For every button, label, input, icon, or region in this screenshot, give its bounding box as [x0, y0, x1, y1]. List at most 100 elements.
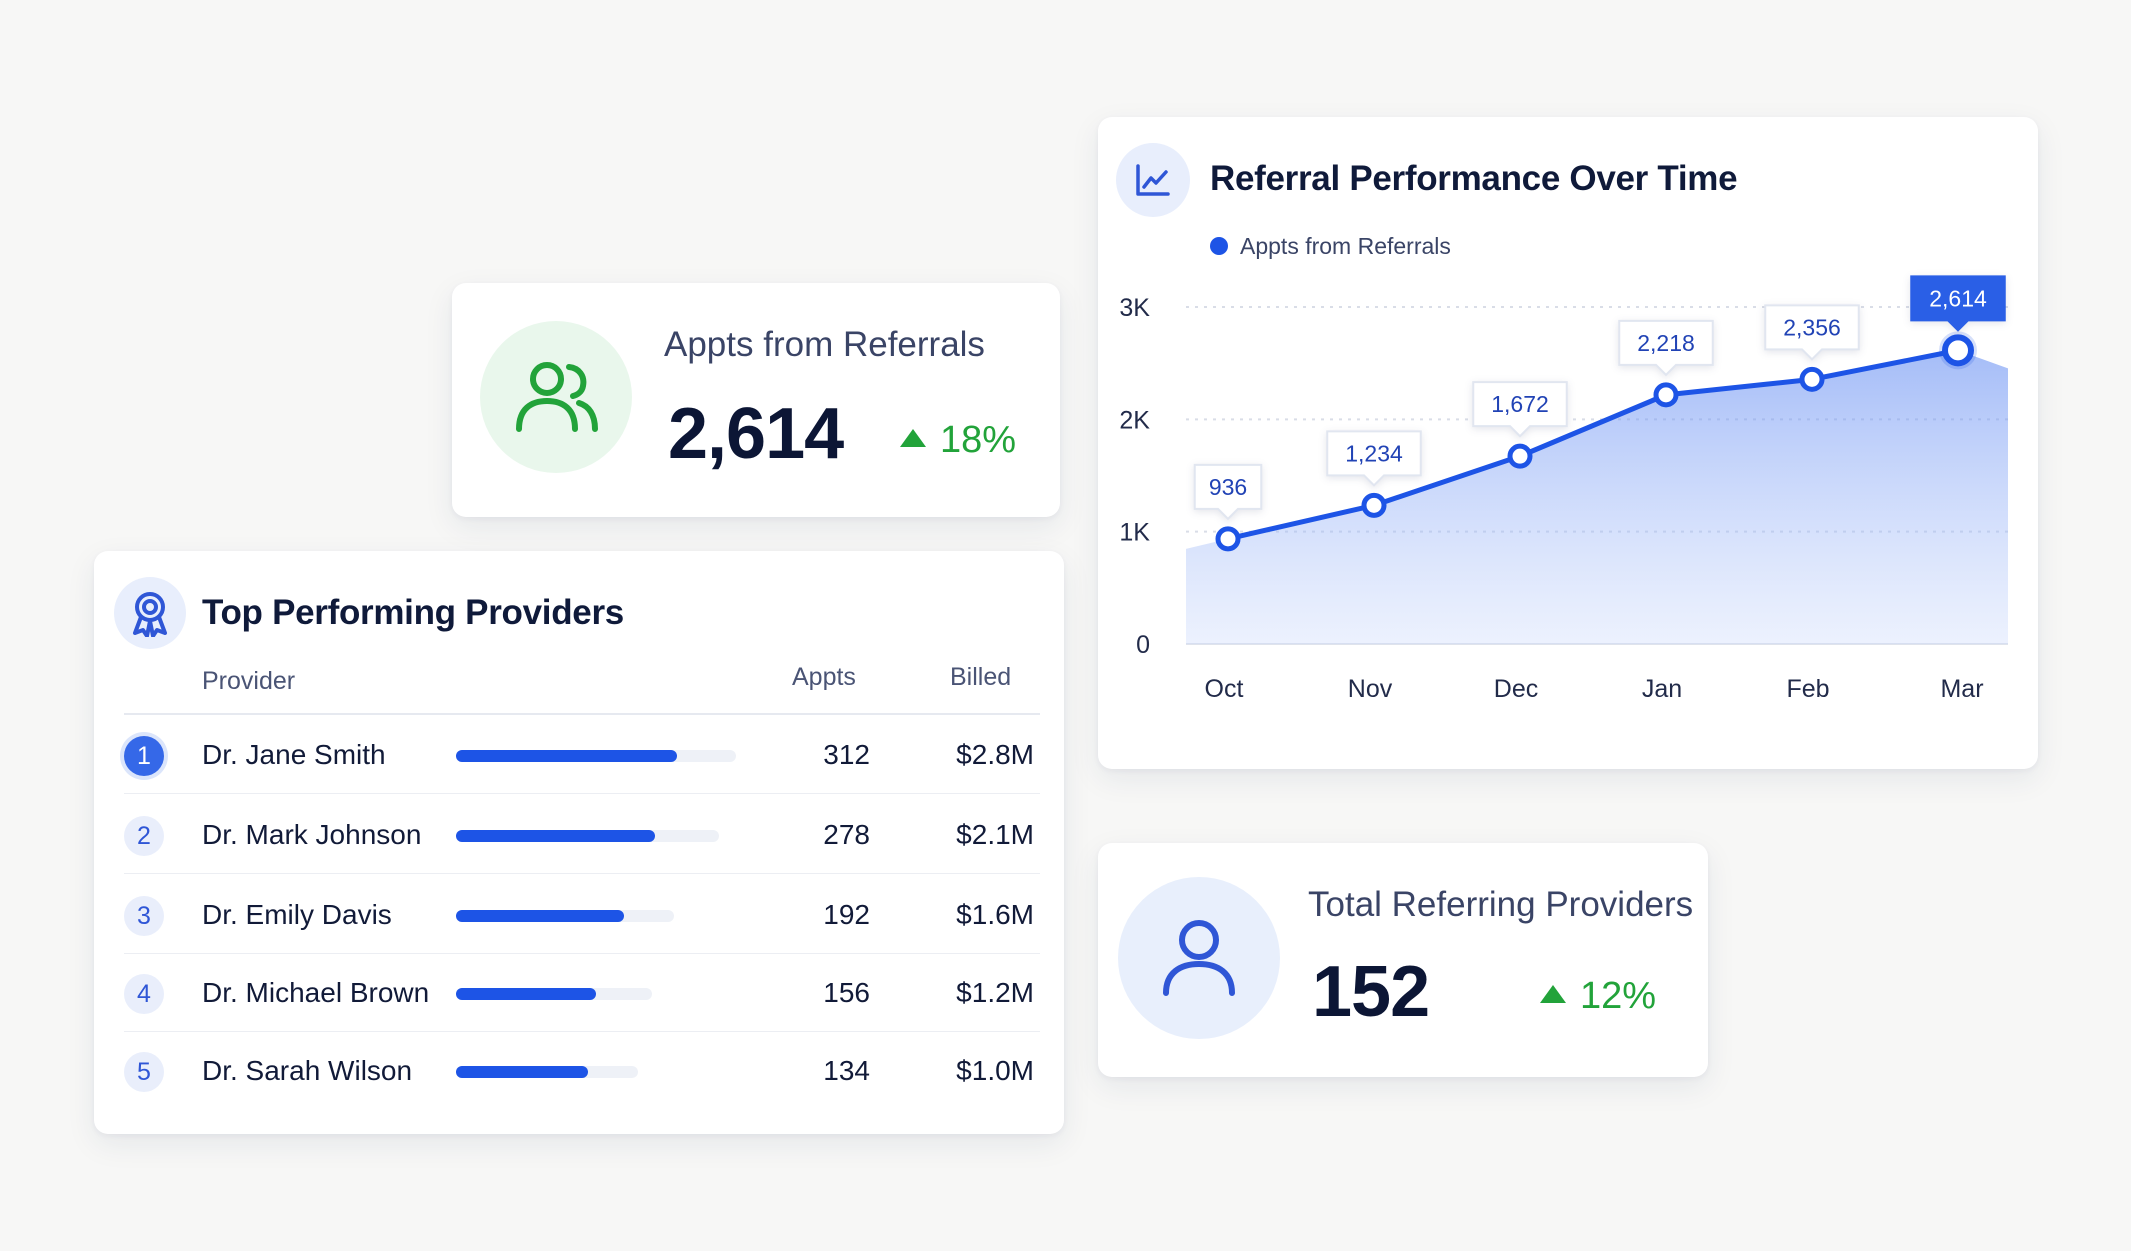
- x-tick-label: Jan: [1642, 675, 1682, 703]
- user-icon-circle: [1118, 877, 1280, 1039]
- users-icon-circle: [480, 321, 632, 473]
- row-divider: [124, 873, 1040, 874]
- provider-name: Dr. Jane Smith: [202, 739, 386, 770]
- header-divider: [124, 713, 1040, 715]
- users-icon: [516, 362, 598, 432]
- row-divider: [124, 1031, 1040, 1032]
- billed-value: $2.1M: [956, 819, 1034, 850]
- column-header-billed[interactable]: Billed: [950, 663, 1012, 691]
- table-row[interactable]: 2 Dr. Mark Johnson 278 $2.1M: [94, 796, 1064, 874]
- area-fill: [1186, 350, 2008, 644]
- line-chart: 0 1K 2K 3K 936 1,234 1,672 2,218 2,356 2,614 Oct…: [1119, 275, 2008, 703]
- data-label: 1,234: [1326, 430, 1422, 487]
- data-label-text: 1,234: [1345, 440, 1403, 466]
- data-label-text: 1,672: [1491, 391, 1549, 417]
- chart-legend[interactable]: Appts from Referrals: [1210, 233, 1451, 260]
- data-label-box: [1193, 463, 1263, 521]
- data-label-text: 2,218: [1637, 330, 1695, 356]
- x-tick-label: Nov: [1348, 675, 1393, 703]
- progress-bar: [456, 910, 624, 922]
- referral-performance-chart-card: 0 1K 2K 3K 936 1,234 1,672 2,218 2,356 2,614 Oct…: [1098, 117, 2038, 769]
- data-label-text: 936: [1209, 474, 1247, 500]
- kpi-label: Appts from Referrals: [664, 325, 985, 364]
- data-label: 2,218: [1618, 319, 1714, 377]
- progress-bar: [456, 988, 596, 1000]
- data-point: [1507, 443, 1533, 469]
- y-tick-label: 0: [1136, 631, 1150, 659]
- chart-icon-circle: [1116, 143, 1190, 217]
- kpi-change: 12%: [1540, 975, 1656, 1018]
- y-tick-label: 1K: [1119, 519, 1150, 547]
- trend-up-icon: [900, 428, 926, 447]
- user-icon: [1163, 920, 1235, 996]
- data-label: 1,672: [1472, 381, 1568, 438]
- kpi-value: 152: [1312, 952, 1430, 1032]
- progress-bar: [456, 830, 655, 842]
- appts-value: 192: [823, 899, 870, 930]
- provider-name: Dr. Sarah Wilson: [202, 1055, 413, 1086]
- data-label-box: [1472, 381, 1568, 438]
- provider-name: Dr. Michael Brown: [202, 977, 430, 1008]
- data-label: 936: [1193, 463, 1263, 521]
- trend-up-icon: [1540, 984, 1566, 1003]
- data-point: [1361, 492, 1387, 518]
- billed-value: $1.6M: [956, 899, 1034, 930]
- top-providers-card: Top Performing Providers Provider Appts …: [94, 551, 1064, 1134]
- progress-track: [456, 988, 652, 1000]
- data-label-box: [1910, 275, 2006, 332]
- award-icon-circle: [114, 577, 186, 649]
- data-point: [1799, 366, 1825, 392]
- y-tick-label: 2K: [1119, 406, 1150, 434]
- billed-value: $1.0M: [956, 1055, 1034, 1086]
- column-header-appts[interactable]: Appts: [792, 663, 856, 691]
- data-point: [1215, 526, 1241, 552]
- legend-dot-icon: [1210, 236, 1228, 255]
- data-point: [1942, 334, 1974, 367]
- kpi-value: 2,614: [668, 394, 844, 474]
- progress-track: [456, 910, 675, 922]
- kpi-label: Total Referring Providers: [1308, 885, 1694, 924]
- rank-badge: 3: [124, 896, 164, 936]
- card-title: Referral Performance Over Time: [1210, 159, 1738, 198]
- card-title: Top Performing Providers: [202, 593, 624, 632]
- table-row[interactable]: 5 Dr. Sarah Wilson 134 $1.0M: [94, 1032, 1064, 1110]
- kpi-change-value: 12%: [1580, 975, 1657, 1017]
- progress-track: [456, 1066, 638, 1078]
- table-row[interactable]: 3 Dr. Emily Davis 192 $1.6M: [94, 876, 1064, 954]
- appts-value: 156: [823, 977, 870, 1008]
- data-point: [1653, 382, 1679, 408]
- data-label-box: [1618, 319, 1714, 377]
- provider-name: Dr. Emily Davis: [202, 899, 392, 930]
- progress-track: [456, 830, 720, 842]
- data-label-box: [1764, 304, 1860, 361]
- appts-value: 312: [823, 739, 870, 770]
- billed-value: $1.2M: [956, 977, 1034, 1008]
- progress-bar: [456, 1066, 588, 1078]
- appts-value: 134: [823, 1055, 870, 1086]
- table-row[interactable]: 4 Dr. Michael Brown 156 $1.2M: [94, 954, 1064, 1032]
- billed-value: $2.8M: [956, 739, 1034, 770]
- kpi-change: 18%: [900, 419, 1016, 462]
- rank-badge: 1: [124, 736, 164, 776]
- line-chart-icon: [1136, 164, 1170, 196]
- data-label-text: 2,356: [1783, 314, 1841, 340]
- data-label-box: [1326, 430, 1422, 487]
- appts-from-referrals-card: Appts from Referrals 2,614 18%: [452, 283, 1060, 517]
- data-label: 2,356: [1764, 304, 1860, 361]
- column-header-provider[interactable]: Provider: [202, 667, 296, 695]
- progress-track: [456, 750, 736, 762]
- row-divider: [124, 953, 1040, 954]
- kpi-change-value: 18%: [940, 419, 1017, 461]
- total-referring-providers-card: Total Referring Providers 152 12%: [1098, 843, 1708, 1077]
- row-divider: [124, 793, 1040, 794]
- table-row[interactable]: 1 Dr. Jane Smith 312 $2.8M: [94, 716, 1064, 794]
- x-tick-label: Dec: [1494, 675, 1538, 703]
- legend-label: Appts from Referrals: [1240, 233, 1451, 259]
- progress-bar: [456, 750, 678, 762]
- rank-badge: 4: [124, 974, 164, 1014]
- series-line: [1225, 347, 1961, 542]
- data-label: 2,614: [1910, 275, 2006, 332]
- x-tick-label: Oct: [1205, 675, 1244, 703]
- rank-badge: 5: [124, 1052, 164, 1092]
- award-ribbon-icon: [133, 592, 167, 637]
